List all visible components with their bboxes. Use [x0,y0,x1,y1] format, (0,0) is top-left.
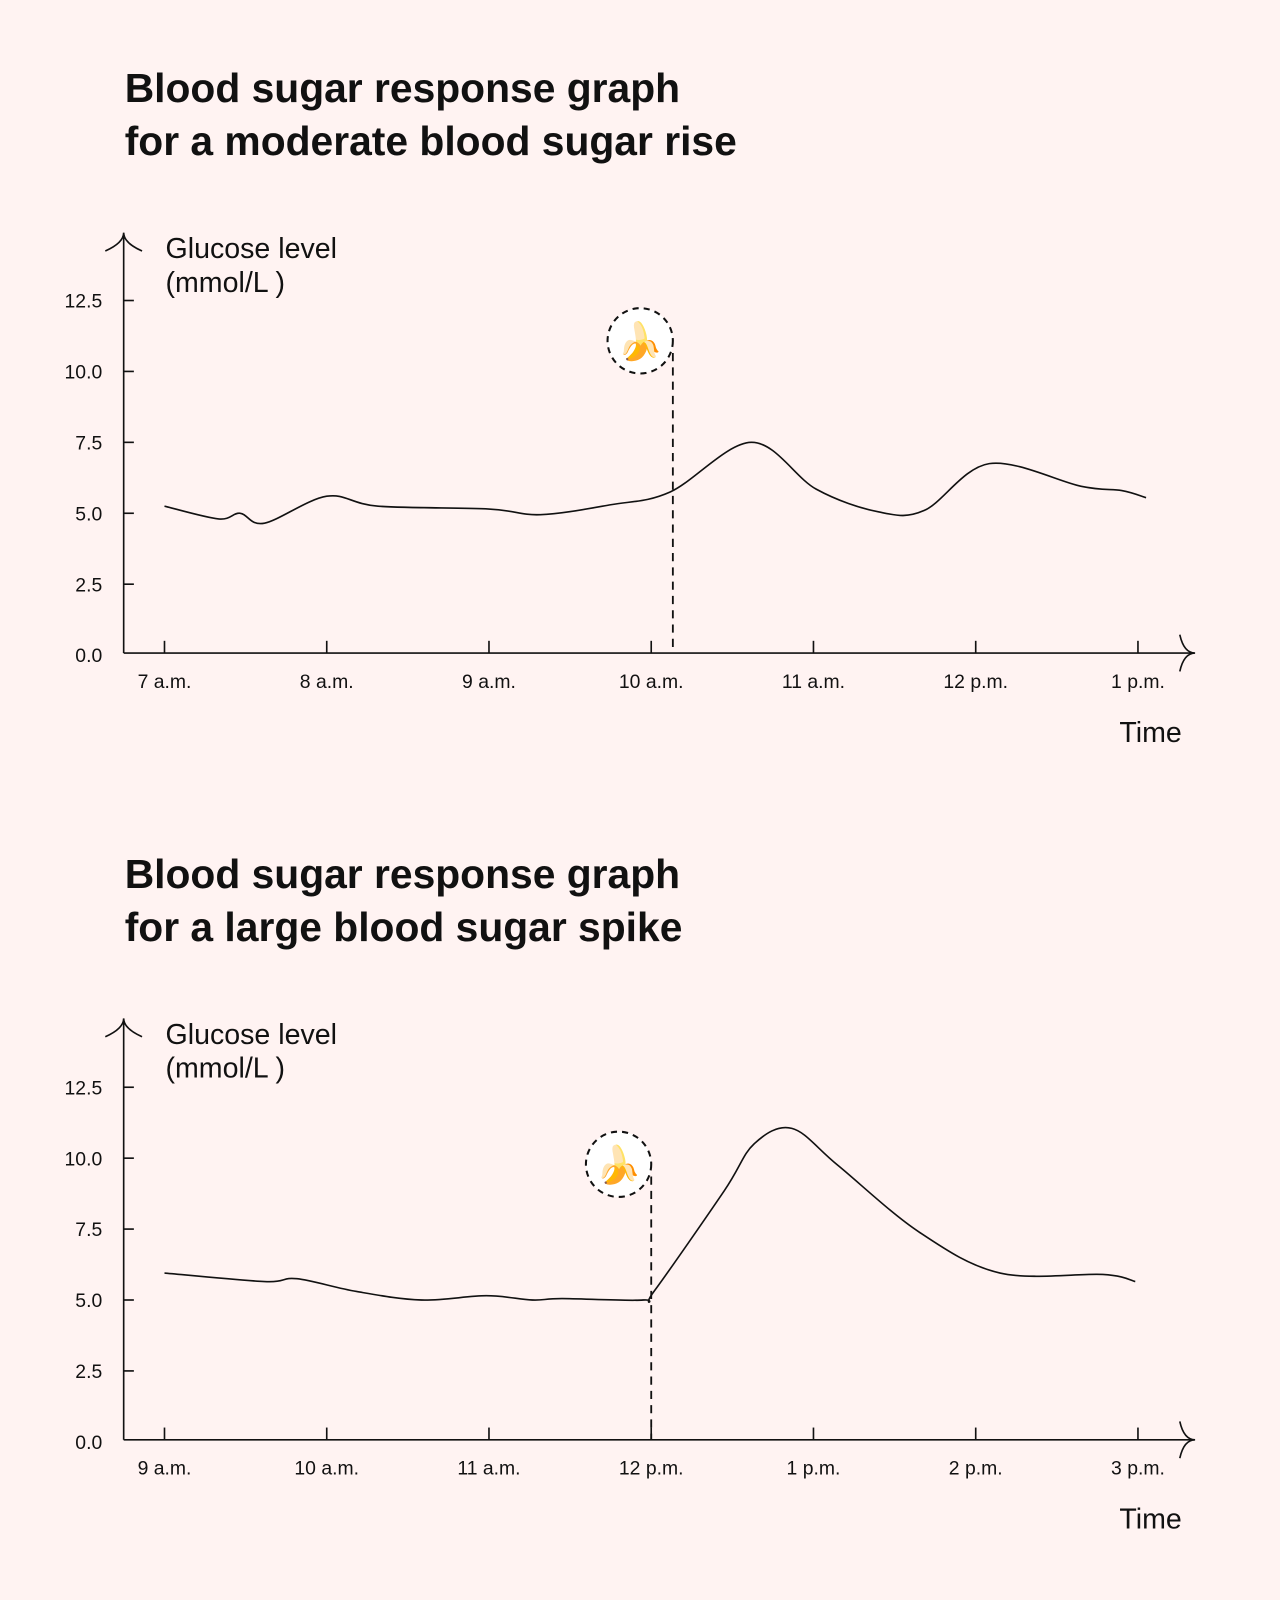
x-tick-label: 2 p.m. [949,1457,1003,1479]
y-axis-label-line2: (mmol/L ) [166,1053,286,1085]
y-tick-label: 2.5 [75,574,102,596]
meal-marker-circle [606,307,674,375]
chart-title-line1: Blood sugar response graph [125,851,680,897]
y-tick-label: 7.5 [75,1219,102,1241]
x-tick-label: 3 p.m. [1111,1457,1165,1479]
x-tick-label: 9 a.m. [462,671,516,693]
y-tick-label: 10.0 [65,1148,103,1170]
x-axis-arrow-icon [1178,1421,1196,1459]
chart-title-line2: for a large blood sugar spike [125,904,683,950]
glucose-line [164,1126,1136,1303]
y-tick-label: 5.0 [75,1290,102,1312]
y-axis-label-line1: Glucose level [166,233,337,265]
x-tick-label: 9 a.m. [138,1457,192,1479]
x-axis-label: Time [1119,1504,1181,1536]
meal-marker-circle [584,1130,653,1198]
x-tick-label: 10 a.m. [619,671,684,693]
x-axis-arrow-icon [1178,634,1196,672]
x-tick-label: 12 p.m. [619,1457,684,1479]
chart-title-line1: Blood sugar response graph [125,65,680,111]
banana-icon: 🍌 [617,320,663,363]
chart-title-line2: for a moderate blood sugar rise [125,118,737,164]
y-tick-label: 5.0 [75,503,102,525]
y-tick-label: 7.5 [75,432,102,454]
y-axis-arrow-icon [104,232,143,252]
chart-large-spike: Blood sugar response graph for a large bl… [65,851,1196,1536]
x-tick-label: 12 p.m. [943,671,1008,693]
y-tick-label: 2.5 [75,1361,102,1383]
y-axis-label-line2: (mmol/L ) [166,267,286,299]
chart-moderate-rise: Blood sugar response graph for a moderate… [65,65,1196,749]
y-tick-label: 0.0 [75,645,102,667]
x-tick-label: 10 a.m. [294,1457,359,1479]
x-tick-label: 11 a.m. [457,1457,520,1479]
y-tick-label: 10.0 [65,362,103,384]
y-tick-label: 0.0 [75,1432,102,1454]
y-tick-label: 12.5 [65,1077,103,1099]
x-tick-label: 11 a.m. [782,671,845,693]
x-tick-label: 7 a.m. [138,671,192,693]
x-axis-label: Time [1119,717,1181,749]
y-axis-label-line1: Glucose level [166,1019,337,1051]
y-tick-label: 12.5 [65,291,103,313]
x-tick-label: 1 p.m. [1111,671,1165,693]
banana-icon: 🍌 [596,1144,642,1187]
glucose-line [164,441,1147,525]
y-axis-arrow-icon [104,1018,143,1038]
x-tick-label: 8 a.m. [300,671,354,693]
x-tick-label: 1 p.m. [787,1457,841,1479]
